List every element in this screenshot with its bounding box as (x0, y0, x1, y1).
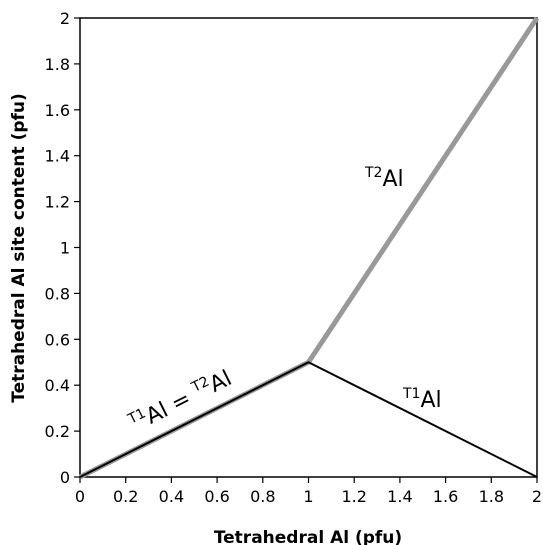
y-tick-label: 2 (60, 9, 70, 28)
y-tick-label: 1.8 (45, 55, 70, 74)
annotation-part: Al (382, 167, 403, 192)
x-tick-label: 1.2 (341, 487, 366, 506)
annotation: T2Al (364, 165, 404, 192)
x-tick-label: 0.2 (113, 487, 138, 506)
y-tick-label: 1.4 (45, 147, 70, 166)
y-axis-label: Tetrahedral Al site content (pfu) (9, 93, 29, 403)
x-tick-label: 1 (303, 487, 313, 506)
y-tick-label: 0 (60, 468, 70, 487)
y-tick-label: 0.4 (45, 376, 70, 395)
annotation-part: T2 (364, 165, 382, 181)
annotation-part: Al (206, 366, 236, 398)
y-tick-label: 0.2 (45, 422, 70, 441)
y-tick-label: 1 (60, 239, 70, 258)
annotation-part: T1 (125, 405, 149, 428)
x-tick-label: 2 (532, 487, 542, 506)
series-line (79, 361, 538, 478)
x-tick-label: 1.6 (433, 487, 458, 506)
y-tick-label: 0.6 (45, 330, 70, 349)
x-tick-label: 0.4 (159, 487, 184, 506)
y-tick-label: 1.2 (45, 193, 70, 212)
x-tick-label: 0 (75, 487, 85, 506)
y-tick-label: 1.6 (45, 101, 70, 120)
annotation-part: T1 (402, 386, 420, 402)
x-axis-label: Tetrahedral Al (pfu) (214, 528, 402, 545)
x-tick-label: 0.8 (250, 487, 275, 506)
x-tick-label: 1.8 (479, 487, 504, 506)
x-tick-label: 0.6 (204, 487, 229, 506)
annotation-part: Al (420, 388, 441, 413)
annotation-part: T2 (188, 374, 212, 397)
x-tick-label: 1.4 (387, 487, 412, 506)
y-tick-label: 0.8 (45, 284, 70, 303)
annotation: T1Al (402, 386, 442, 413)
